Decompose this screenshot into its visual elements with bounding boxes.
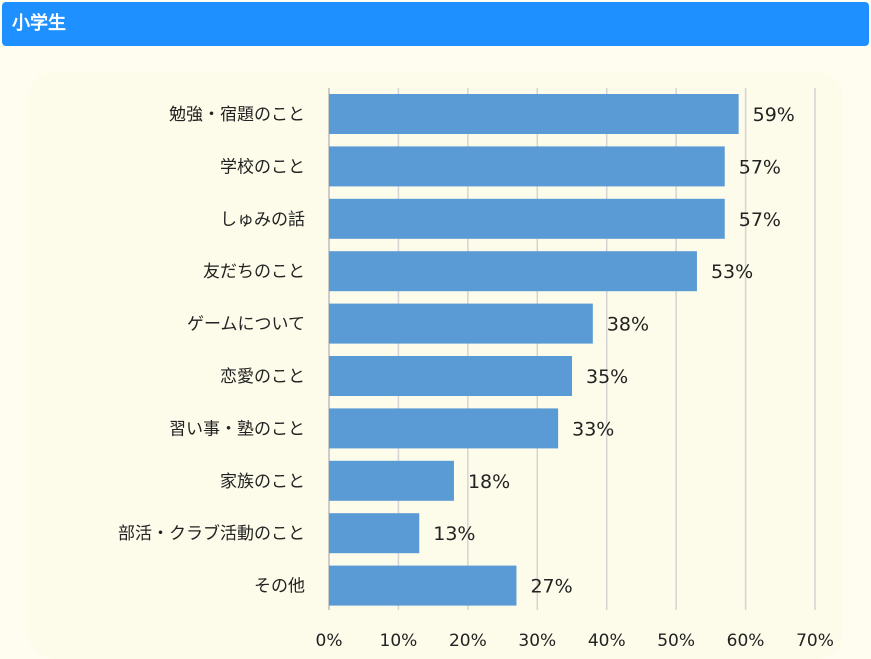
category-label: その他 xyxy=(254,577,305,597)
x-tick-label: 10% xyxy=(380,631,418,651)
data-label: 57% xyxy=(739,156,781,178)
bar xyxy=(329,460,454,501)
category-label: 習い事・塾のこと xyxy=(169,418,305,439)
page-header: 小学生 xyxy=(2,2,869,46)
data-label: 18% xyxy=(468,471,510,493)
bar xyxy=(329,565,517,606)
chart-bars xyxy=(329,94,739,606)
x-tick-label: 70% xyxy=(796,631,834,651)
category-label: 学校のこと xyxy=(220,157,305,177)
data-label: 33% xyxy=(572,418,614,440)
x-tick-label: 50% xyxy=(657,631,695,651)
data-label: 38% xyxy=(607,314,649,336)
category-label: 友だちのこと xyxy=(203,262,305,282)
data-label: 57% xyxy=(739,209,781,231)
category-label: 部活・クラブ活動のこと xyxy=(118,523,305,544)
chart-category-labels: 勉強・宿題のこと学校のことしゅみの話友だちのことゲームについて恋愛のこと習い事・… xyxy=(118,105,305,597)
category-label: 勉強・宿題のこと xyxy=(169,105,305,125)
bar xyxy=(329,356,572,396)
category-label: 家族のこと xyxy=(220,472,305,492)
data-label: 59% xyxy=(753,104,795,126)
x-tick-label: 30% xyxy=(518,631,556,651)
data-label: 13% xyxy=(433,523,475,545)
bar xyxy=(329,198,725,239)
category-label: しゅみの話 xyxy=(220,210,305,230)
bar xyxy=(329,251,697,292)
data-label: 35% xyxy=(586,366,628,388)
x-tick-label: 0% xyxy=(316,631,343,651)
category-label: ゲームについて xyxy=(187,315,305,335)
data-label: 27% xyxy=(530,576,572,598)
chart-value-labels: 59% 57% 57% 53% 38% 35% 33% 18% 13% 27% xyxy=(433,104,795,598)
data-label: 53% xyxy=(711,261,753,283)
x-tick-label: 20% xyxy=(449,631,487,651)
category-label: 恋愛のこと xyxy=(220,366,305,387)
x-tick-label: 40% xyxy=(588,631,626,651)
x-tick-label: 60% xyxy=(727,631,765,651)
bar xyxy=(329,146,725,187)
bar xyxy=(329,513,420,554)
chart-x-tick-labels: 0% 10% 20% 30% 40% 50% 60% 70% xyxy=(316,631,834,651)
page-title: 小学生 xyxy=(12,13,66,34)
bar xyxy=(329,408,559,449)
bar xyxy=(329,303,593,344)
bar xyxy=(329,94,739,134)
